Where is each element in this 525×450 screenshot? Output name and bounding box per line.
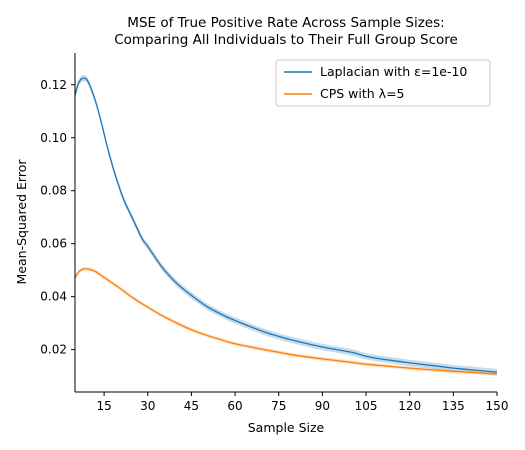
x-tick-label: 75	[271, 399, 286, 413]
x-tick-label: 150	[486, 399, 509, 413]
x-tick-label: 135	[442, 399, 465, 413]
x-axis-ticks: 15 30 45 60 75 90 105 120 135 150	[96, 392, 508, 413]
chart-title-line-1: MSE of True Positive Rate Across Sample …	[127, 15, 444, 31]
chart-title-line-2: Comparing All Individuals to Their Full …	[114, 32, 458, 48]
series-1-confidence-band	[75, 266, 497, 376]
y-tick-label: 0.06	[40, 237, 67, 251]
x-axis-label: Sample Size	[248, 420, 325, 435]
plot-area	[74, 74, 498, 376]
x-tick-label: 15	[96, 399, 111, 413]
x-tick-label: 120	[398, 399, 421, 413]
y-tick-label: 0.04	[40, 290, 67, 304]
y-axis-label: Mean-Squared Error	[14, 159, 29, 285]
y-axis-ticks: 0.02 0.04 0.06 0.08 0.10 0.12	[40, 78, 75, 357]
series-0-confidence-band	[75, 74, 497, 376]
legend: Laplacian with ε=1e-10 CPS with λ=5	[275, 59, 491, 107]
series-0-line	[74, 77, 498, 373]
series-1-line	[74, 268, 498, 375]
y-tick-label: 0.12	[40, 78, 67, 92]
y-tick-label: 0.08	[40, 184, 67, 198]
x-tick-label: 60	[227, 399, 242, 413]
x-tick-label: 30	[140, 399, 155, 413]
x-tick-label: 105	[355, 399, 378, 413]
legend-label-cps: CPS with λ=5	[320, 86, 405, 101]
legend-frame	[275, 59, 491, 107]
legend-label-laplacian: Laplacian with ε=1e-10	[320, 64, 467, 79]
y-tick-label: 0.02	[40, 343, 67, 357]
y-tick-label: 0.10	[40, 131, 67, 145]
x-tick-label: 90	[315, 399, 330, 413]
x-tick-label: 45	[184, 399, 199, 413]
